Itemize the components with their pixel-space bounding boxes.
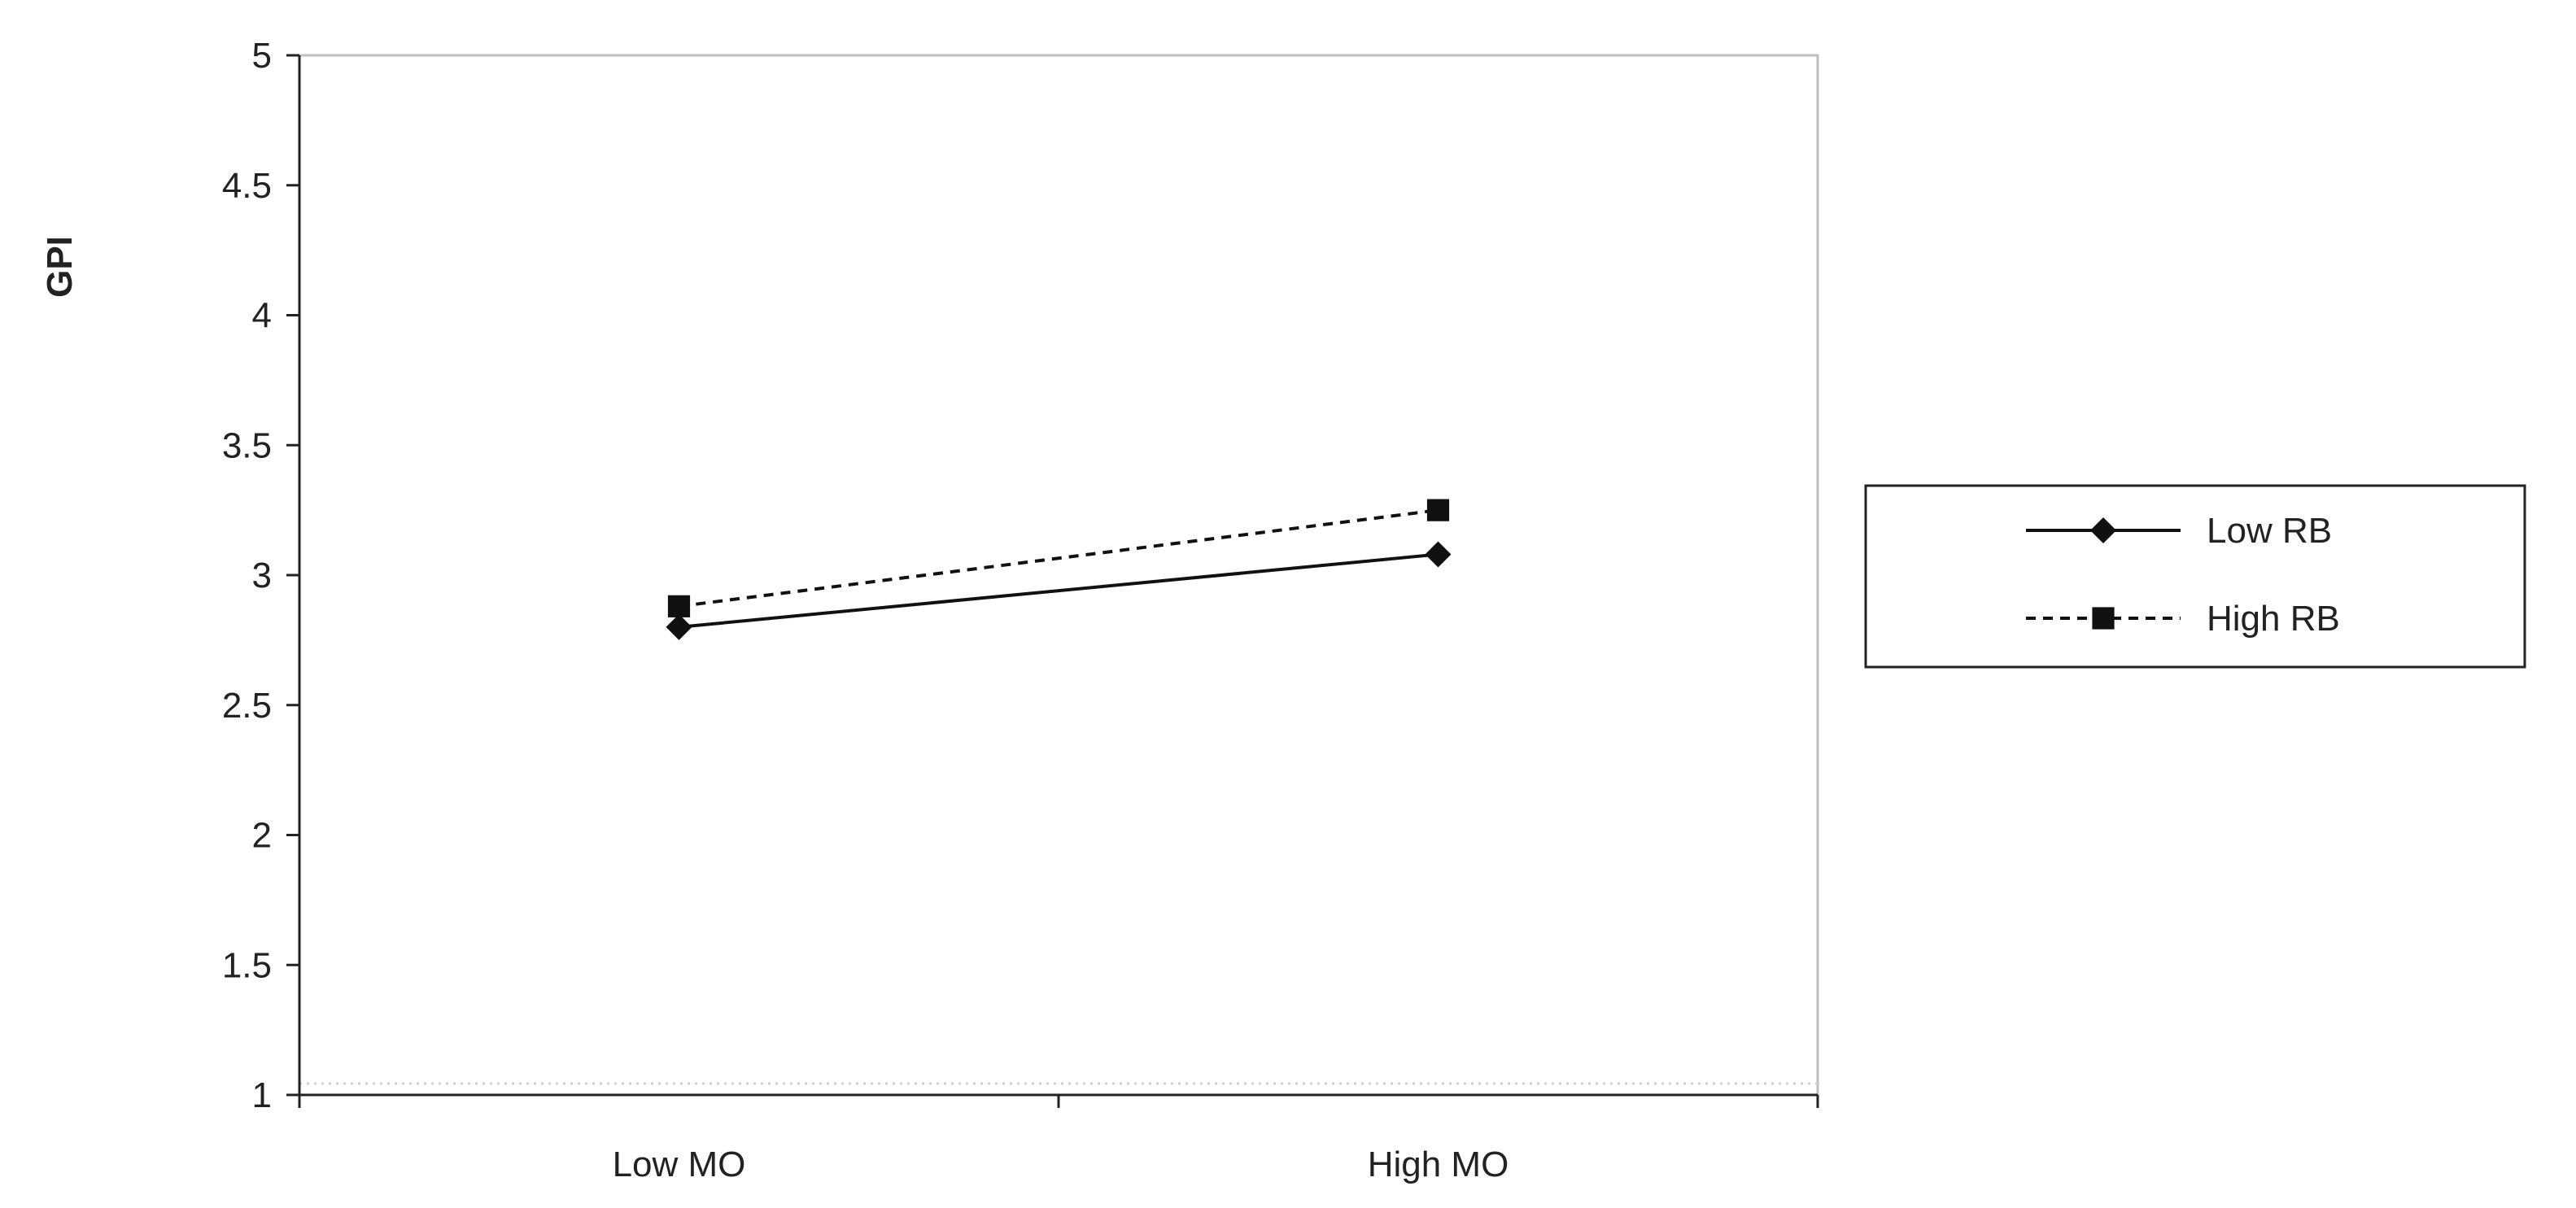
y-tick-label: 3.5	[222, 425, 272, 465]
series-marker-diamond	[1425, 541, 1452, 568]
series-marker-diamond	[666, 613, 692, 640]
legend-label: High RB	[2207, 599, 2340, 639]
series-line	[679, 552, 1439, 629]
y-axis-title: GPI	[40, 236, 80, 298]
y-tick-label: 4.5	[222, 166, 272, 206]
series-layer	[666, 499, 1452, 640]
legend-label: Low RB	[2207, 511, 2332, 551]
y-tick-label: 5	[252, 36, 272, 76]
y-tick-label: 2.5	[222, 686, 272, 726]
y-tick-label: 3	[252, 556, 272, 595]
series-marker-square	[2092, 607, 2115, 630]
series-line	[679, 508, 1439, 608]
y-tick-label: 1	[252, 1075, 272, 1115]
y-tick-label: 1.5	[222, 945, 272, 985]
y-tick-label: 4	[252, 296, 272, 336]
x-tick-label: High MO	[1368, 1145, 1509, 1184]
series-marker-diamond	[2090, 517, 2116, 543]
legend: Low RB High RB	[1864, 484, 2526, 669]
series-marker-square	[667, 595, 691, 617]
axes-layer: 1 1.5 2 2.5 3 3.5 4 4.5 5 Low MO High MO	[222, 36, 1819, 1184]
x-tick-label: Low MO	[613, 1145, 746, 1184]
y-tick-label: 2	[252, 816, 272, 856]
legend-box	[1864, 484, 2526, 669]
series-marker-square	[1426, 499, 1450, 521]
